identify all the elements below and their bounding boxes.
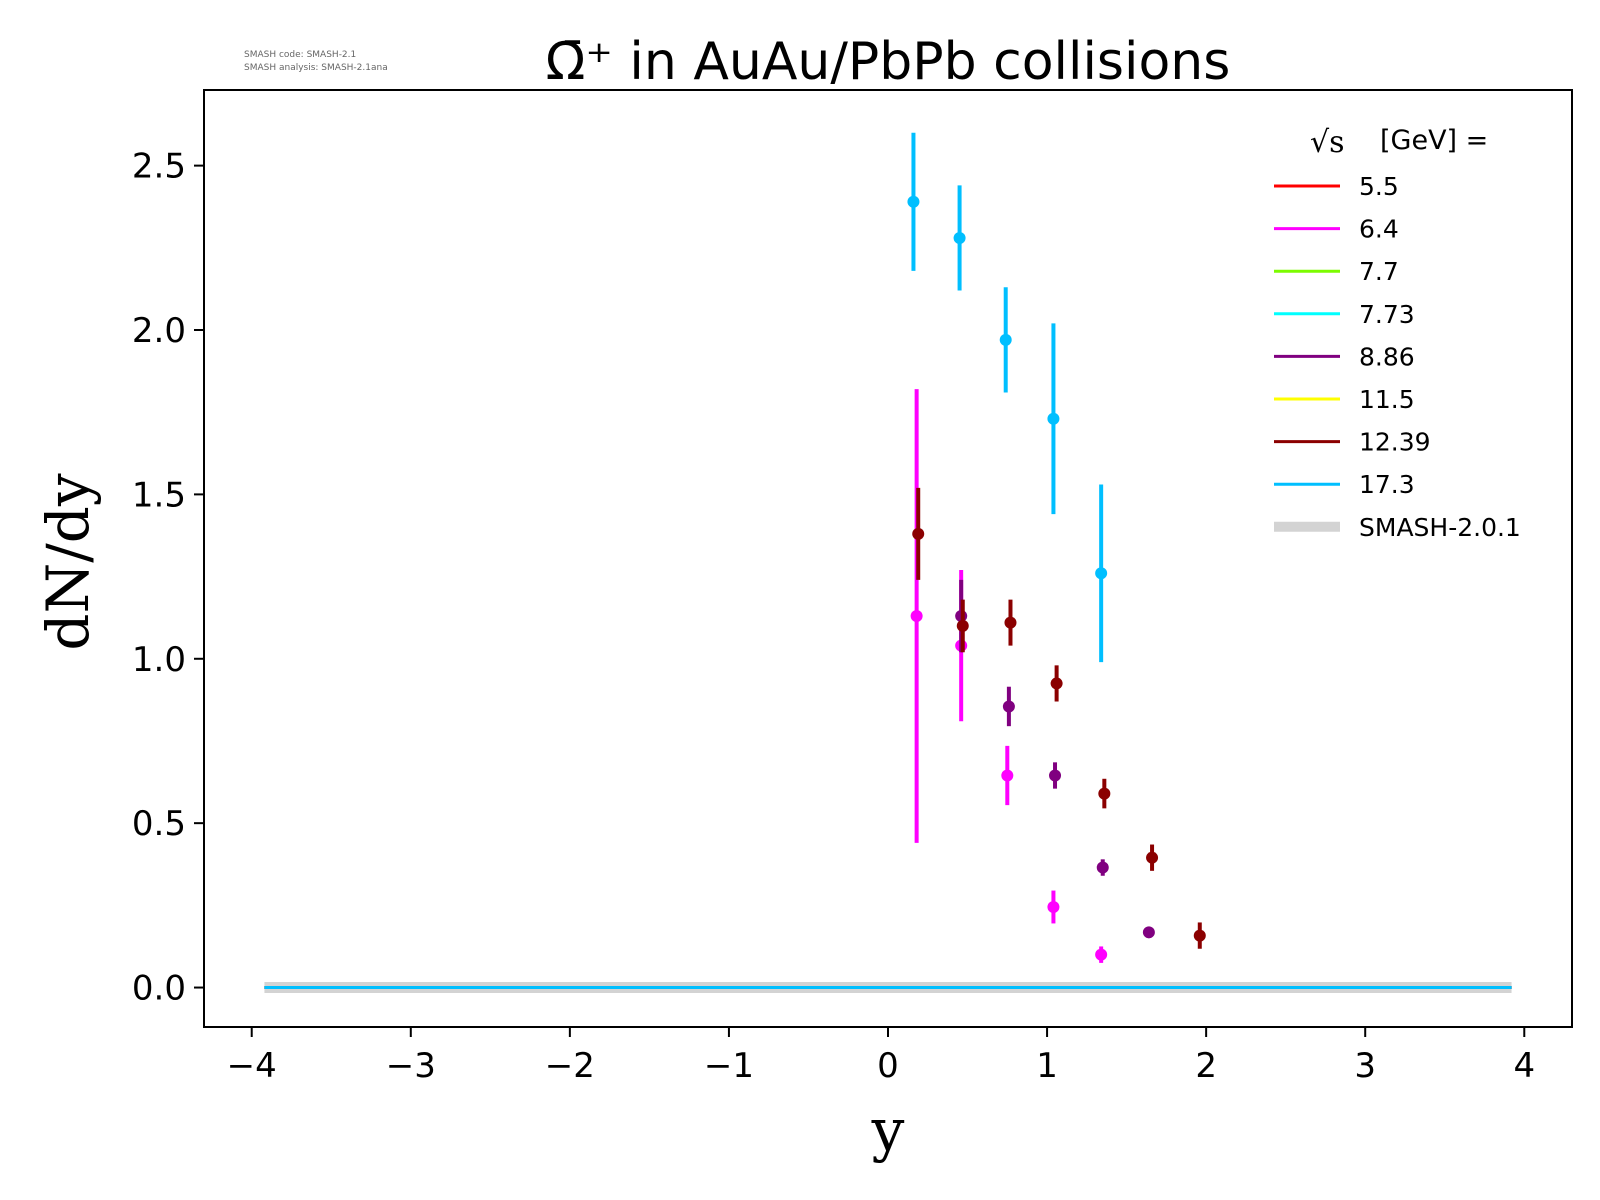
legend-label: 7.73 [1359,300,1415,329]
x-tick-label: 4 [1513,1046,1535,1086]
y-tick-label: 2.5 [132,147,186,187]
legend-label: 8.86 [1359,342,1415,371]
legend-title-sqrt: √s [1310,125,1345,160]
x-tick-label: −3 [386,1046,436,1086]
x-tick-label: 3 [1354,1046,1376,1086]
legend-label: 12.39 [1359,428,1431,457]
x-tick-label: −2 [545,1046,595,1086]
x-axis-label: y [871,1096,905,1164]
legend-label: SMASH-2.0.1 [1359,513,1521,542]
series-17.3 [907,132,1108,663]
y-tick-label: 2.0 [132,311,186,351]
legend-label: 7.7 [1359,257,1399,286]
legend: √s [GeV] = 5.5 6.4 7.7 7.73 8.86 11.5 12.39 17.… [1274,125,1521,542]
legend-label: 5.5 [1359,172,1399,201]
data-point [910,610,923,623]
y-tick-label: 0.5 [132,804,186,844]
data-point [999,333,1012,346]
data-points [907,132,1206,963]
y-tick-label: 1.0 [132,640,186,680]
data-point [907,195,920,208]
watermark-line-1: SMASH code: SMASH-2.1 [244,50,356,60]
data-point [1193,929,1206,942]
axis-ticks: −4 −3 −2 −1 0 1 2 3 4 0.0 0.5 1.0 1.5 2.0 2.5 [132,147,1535,1086]
legend-title-suffix: [GeV] = [1380,125,1488,156]
data-point [1146,851,1159,864]
data-point [1095,948,1108,961]
plot-frame [203,89,1573,1028]
legend-entries: 5.5 6.4 7.7 7.73 8.86 11.5 12.39 17.3 SMASH-2.0.… [1274,172,1521,542]
y-tick-label: 0.0 [132,969,186,1009]
x-tick-label: 2 [1195,1046,1217,1086]
data-point [956,619,969,632]
data-point [1047,900,1060,913]
x-tick-label: −1 [704,1046,754,1086]
legend-label: 6.4 [1359,215,1399,244]
data-point [953,231,966,244]
x-tick-label: −4 [227,1046,277,1086]
y-tick-label: 1.5 [132,475,186,515]
chart-title: Ω̄⁺ in AuAu/PbPb collisions [546,32,1231,92]
data-point [1002,700,1015,713]
series-8.86 [955,579,1155,939]
series-12.39 [912,487,1206,949]
x-tick-label: 0 [877,1046,899,1086]
data-point [1098,787,1111,800]
data-point [1095,567,1108,580]
data-point [1004,616,1017,629]
data-point [1142,926,1155,939]
data-point [912,527,925,540]
legend-label: 11.5 [1359,385,1415,414]
x-tick-label: 1 [1036,1046,1058,1086]
data-point [1049,769,1062,782]
series-6.4 [910,389,1108,963]
data-point [1001,769,1014,782]
data-point [1096,861,1109,874]
watermark-line-2: SMASH analysis: SMASH-2.1ana [244,63,388,73]
data-point [1050,677,1063,690]
y-axis-label: dN/dy [34,473,102,651]
data-point [1047,412,1060,425]
legend-label: 17.3 [1359,470,1415,499]
